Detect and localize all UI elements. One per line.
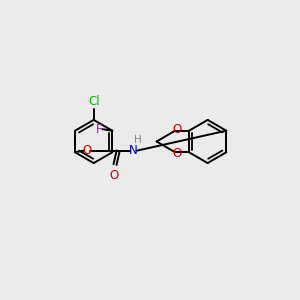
Text: O: O: [172, 147, 181, 160]
Text: O: O: [110, 169, 119, 182]
Text: O: O: [82, 144, 91, 157]
Text: H: H: [134, 135, 142, 145]
Text: F: F: [96, 123, 103, 136]
Text: N: N: [129, 144, 138, 157]
Text: Cl: Cl: [88, 94, 100, 108]
Text: O: O: [172, 123, 181, 136]
